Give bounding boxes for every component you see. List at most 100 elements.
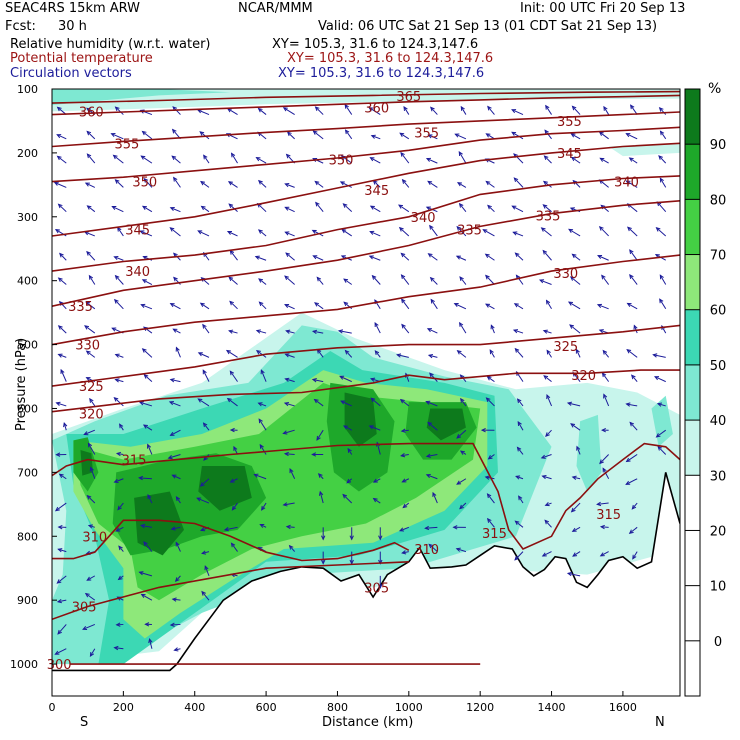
circulation-vector [599,524,609,530]
vector-shaft [399,132,410,140]
vector-head [653,376,660,381]
vector-shaft [426,474,438,480]
isentrope-305 [52,561,409,621]
vector-shaft [427,328,438,334]
vector-shaft [511,131,524,140]
vector-head [229,478,235,483]
vector-head [575,348,580,354]
y-tick-label: 300 [17,211,38,224]
vector-head [110,132,116,138]
circulation-vector [576,445,581,455]
vector-shaft [170,207,181,213]
vector-shaft [201,551,210,554]
x-right-endpoint: N [655,715,665,730]
vector-head [258,418,263,424]
vector-shaft [88,275,96,285]
circulation-vector [516,398,524,407]
vector-shaft [371,135,381,140]
vector-head [260,369,265,375]
vector-head [596,303,602,308]
vector-head [311,229,317,234]
vector-head [223,527,229,532]
vector-shaft [430,299,438,310]
circulation-vector [518,495,524,504]
vector-head [173,252,178,258]
vector-head [255,329,261,334]
vector-shaft [114,256,124,261]
circulation-vector [459,502,467,510]
vector-shaft [197,230,210,237]
vector-head [86,250,91,256]
vector-head [54,506,60,512]
vector-head [57,524,63,530]
vector-head [171,597,177,602]
vector-shaft [516,275,524,285]
circulation-vector [314,106,324,115]
vector-shaft [541,454,552,459]
vector-shaft [316,429,324,441]
circulation-vector [429,372,438,382]
vector-shaft [115,526,124,532]
vector-head [455,547,461,552]
vector-head [140,523,146,529]
vector-shaft [202,370,210,382]
vector-shaft [513,231,524,237]
vector-shaft [456,478,467,485]
vector-head [284,303,290,308]
vector-head [571,527,577,532]
vector-head [56,579,62,584]
circulation-vector [513,177,524,188]
vector-head [173,276,178,282]
vector-shaft [170,429,181,436]
vector-head [602,349,608,355]
vector-head [86,130,92,136]
vector-head [516,446,522,452]
circulation-vector [112,154,124,164]
vector-head [429,224,434,230]
circulation-vector [60,368,67,382]
vector-head [257,402,263,407]
vector-head [369,230,375,235]
vector-head [425,157,431,162]
isentrope-label: 365 [396,90,421,105]
vector-shaft [485,253,495,261]
circulation-vector [139,230,153,237]
vector-shaft [169,401,181,407]
vector-shaft [543,181,552,188]
vector-shaft [570,423,581,431]
vector-shaft [256,350,267,358]
circulation-vector [603,393,610,407]
circulation-vector [343,278,353,285]
circulation-vector [424,525,438,531]
vector-head [398,204,404,209]
vector-shaft [58,203,67,213]
circulation-vector [228,329,238,334]
vector-head [511,205,517,210]
vector-shaft [115,106,124,115]
vector-shaft [454,303,467,310]
vector-head [566,571,573,577]
vector-head [197,398,203,403]
colorbar-swatch-90 [685,89,700,145]
y-tick-label: 700 [17,466,38,479]
circulation-vector [513,153,524,164]
vector-head [117,505,122,511]
forecast-label: Fcst: [5,19,36,34]
vector-shaft [402,478,410,483]
vector-head [113,645,119,651]
vector-shaft [486,133,495,140]
circulation-vector [629,249,638,261]
vector-shaft [231,542,238,552]
vector-head [545,104,550,110]
vector-shaft [457,350,467,358]
vector-shaft [285,353,295,358]
vector-shaft [283,107,295,115]
vector-head [343,301,349,307]
vector-shaft [286,526,295,528]
vector-head [113,396,119,402]
vector-head [487,105,492,111]
vector-head [202,323,207,329]
vector-shaft [119,423,124,431]
rh-cell-30 [52,89,680,112]
vector-head [368,255,374,260]
